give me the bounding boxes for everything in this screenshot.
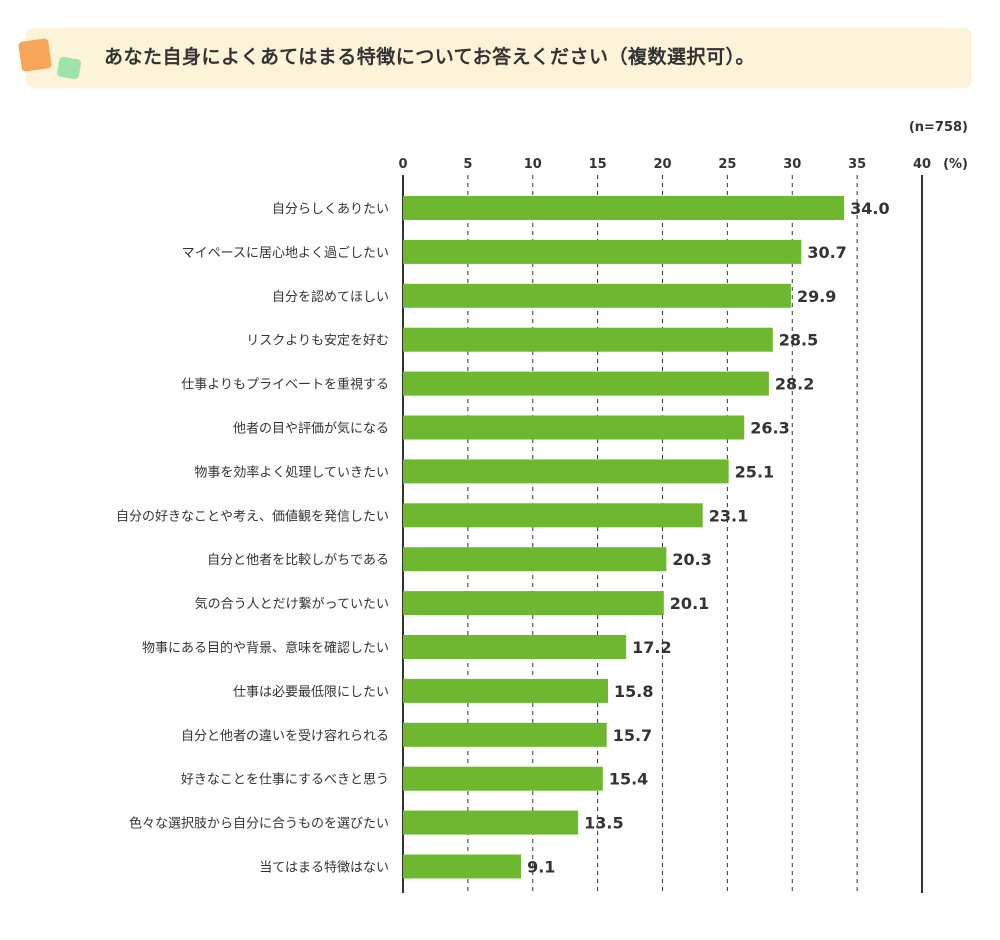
sample-size-note: (n=758) [909, 120, 968, 135]
bar [403, 371, 769, 396]
data-label: 13.5 [584, 814, 623, 833]
bar [403, 283, 791, 308]
data-label: 23.1 [709, 506, 748, 525]
data-label: 20.3 [672, 550, 711, 569]
data-label: 20.1 [670, 594, 709, 613]
category-label: 仕事は必要最低限にしたい [233, 685, 389, 700]
data-label: 28.5 [779, 331, 818, 350]
x-tick-label: 20 [653, 157, 671, 172]
x-tick-label: 25 [718, 157, 736, 172]
x-tick-label: 10 [524, 157, 542, 172]
bar [403, 327, 773, 352]
bar [403, 722, 607, 747]
data-label: 28.2 [775, 375, 814, 394]
category-label: 自分と他者を比較しがちである [207, 553, 389, 568]
category-label: マイペースに居心地よく過ごしたい [182, 245, 389, 261]
bar [403, 766, 603, 791]
unit-label: (%) [943, 157, 968, 172]
category-label: 自分らしくありたい [272, 202, 389, 217]
category-label: 自分を認めてほしい [272, 289, 389, 305]
data-label: 26.3 [750, 419, 789, 438]
x-tick-label: 30 [783, 157, 801, 172]
bar [403, 239, 802, 264]
x-tick-label: 0 [398, 157, 407, 172]
data-label: 15.7 [613, 726, 652, 745]
bar [403, 415, 745, 440]
x-tick-label: 5 [463, 157, 472, 172]
x-tick-label: 35 [848, 157, 866, 172]
category-label: 仕事よりもプライベートを重視する [181, 377, 389, 393]
bar [403, 810, 579, 835]
bar [403, 459, 729, 484]
x-tick-label: 40 [913, 157, 931, 172]
data-label: 29.9 [797, 287, 836, 306]
category-label: 物事を効率よく処理していきたい [194, 464, 389, 480]
category-label: 自分の好きなことや考え、価値観を発信したい [116, 508, 389, 524]
data-label: 25.1 [735, 462, 774, 481]
category-label: 物事にある目的や背景、意味を確認したい [142, 640, 389, 656]
category-label: 気の合う人とだけ繋がっていたい [195, 596, 389, 612]
category-label: 自分と他者の違いを受け容れられる [181, 728, 389, 744]
data-label: 34.0 [850, 199, 889, 218]
data-label: 15.4 [609, 770, 648, 789]
chart-title: あなた自身によくあてはまる特徴についてお答えください（複数選択可）。 [104, 46, 756, 68]
x-tick-label: 15 [589, 157, 607, 172]
bar [403, 678, 609, 703]
category-label: 当てはまる特徴はない [259, 861, 389, 876]
data-label: 15.8 [614, 682, 653, 701]
bar [403, 854, 522, 879]
bar [403, 503, 703, 528]
category-label: 色々な選択肢から自分に合うものを選びたい [129, 816, 389, 832]
data-label: 9.1 [527, 858, 555, 877]
bar [403, 635, 627, 659]
category-label: リスクよりも安定を好む [246, 334, 389, 349]
bar [403, 547, 667, 572]
data-label: 17.2 [632, 638, 671, 657]
category-label: 好きなことを仕事にするべきと思う [181, 773, 389, 788]
bar [403, 591, 664, 616]
bar [403, 196, 845, 220]
title-bar [26, 28, 972, 88]
data-label: 30.7 [807, 243, 846, 262]
category-label: 他者の目や評価が気になる [233, 421, 389, 437]
